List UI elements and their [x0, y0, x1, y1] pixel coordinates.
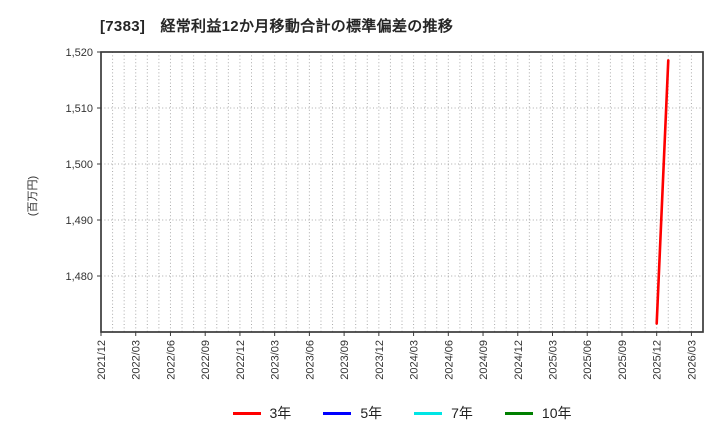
x-tick-label: 2022/12	[235, 340, 247, 380]
legend-swatch-icon	[232, 411, 261, 415]
x-tick-label: 2025/09	[617, 340, 629, 380]
x-tick-label: 2024/03	[409, 340, 421, 380]
x-tick-label: 2023/12	[374, 340, 386, 380]
legend-label: 3年	[269, 405, 292, 421]
x-tick-label: 2024/06	[443, 340, 455, 380]
legend-label: 7年	[451, 405, 473, 421]
x-tick-label: 2024/12	[513, 340, 525, 380]
series-line-3年	[655, 59, 670, 325]
x-tick-label: 2022/06	[165, 340, 177, 380]
legend-item: 3年	[232, 403, 292, 423]
x-tick-label: 2022/09	[200, 340, 212, 380]
legend-swatch-icon	[323, 411, 352, 415]
x-tick-label: 2023/03	[270, 340, 282, 380]
x-tick-label: 2023/06	[304, 340, 316, 380]
x-tick-label: 2021/12	[96, 340, 108, 380]
x-tick-label: 2025/06	[582, 340, 594, 380]
x-tick-label: 2025/03	[548, 340, 560, 380]
y-tick-label: 1,480	[65, 271, 93, 283]
y-tick-label: 1,510	[65, 103, 93, 115]
legend-swatch-icon	[414, 411, 443, 415]
plot-border	[100, 51, 704, 333]
legend-item: 10年	[504, 403, 572, 423]
x-tick-label: 2026/03	[686, 340, 698, 380]
x-tick-label: 2022/03	[131, 340, 143, 380]
y-tick-label: 1,500	[65, 159, 93, 171]
x-tick-label: 2025/12	[652, 340, 664, 380]
legend-swatch-icon	[504, 411, 533, 415]
chart-title: [7383] 経常利益12か月移動合計の標準偏差の推移	[100, 18, 454, 35]
x-tick-label: 2024/09	[478, 340, 490, 380]
x-tick-label: 2023/09	[339, 340, 351, 380]
legend: 3年 5年 7年 10年	[101, 401, 703, 425]
legend-label: 10年	[541, 405, 572, 421]
y-tick-label: 1,490	[65, 215, 93, 227]
y-tick-label: 1,520	[65, 47, 93, 59]
legend-item: 5年	[323, 403, 382, 423]
legend-item: 7年	[414, 403, 473, 423]
legend-label: 5年	[360, 405, 383, 421]
